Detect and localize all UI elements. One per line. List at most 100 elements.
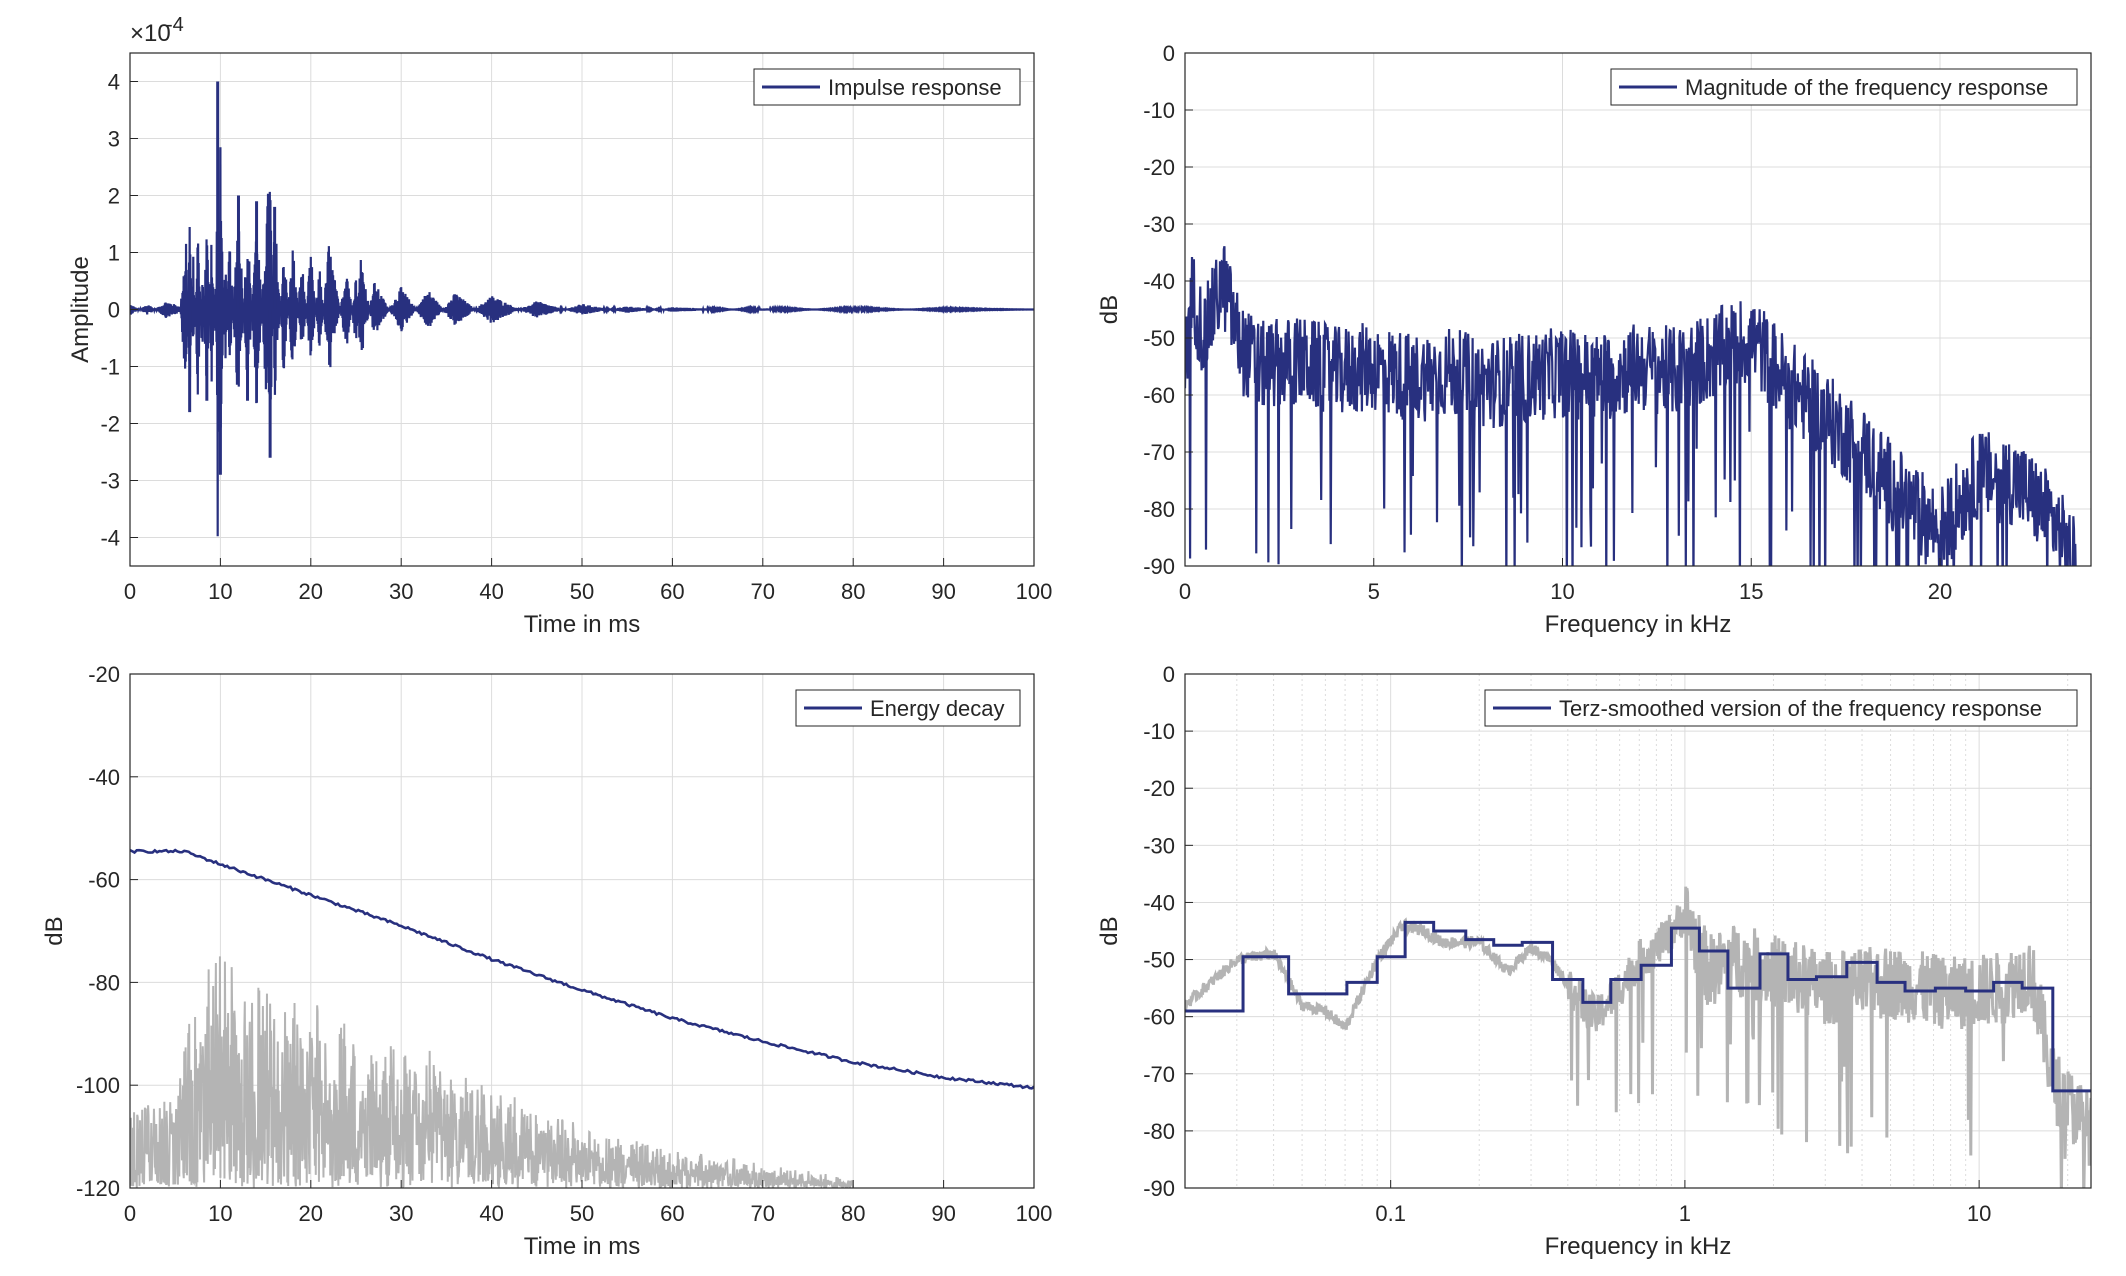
x-tick-label: 10 [208, 1201, 232, 1226]
x-tick-label: 90 [931, 579, 955, 604]
exponent-power: -4 [166, 14, 184, 36]
y-tick-label: -80 [88, 970, 120, 995]
x-tick-label: 90 [931, 1201, 955, 1226]
x-tick-label: 50 [570, 1201, 594, 1226]
x-axis-label: Time in ms [524, 611, 640, 638]
x-axis-label: Frequency in kHz [1545, 611, 1732, 638]
y-tick-label: -40 [1143, 890, 1175, 915]
x-tick-label: 60 [660, 579, 684, 604]
x-tick-label: 10 [208, 579, 232, 604]
y-tick-label: 0 [1163, 41, 1175, 66]
y-tick-label: -3 [100, 469, 120, 494]
legend-label: Energy decay [870, 696, 1005, 721]
y-tick-label: 0 [108, 298, 120, 323]
y-tick-label: -40 [1143, 269, 1175, 294]
y-tick-label: -20 [88, 662, 120, 687]
y-tick-label: -10 [1143, 98, 1175, 123]
y-tick-label: -70 [1143, 440, 1175, 465]
y-tick-label: 1 [108, 241, 120, 266]
x-tick-label: 10 [1967, 1201, 1991, 1226]
magnitude-panel: 0 5 10 15 20 0 -10 -20 -30 -40 -50 -60 -70 -80 -90 Freq… [1096, 41, 2092, 638]
y-tick-label: -10 [1143, 719, 1175, 744]
x-tick-label: 40 [479, 579, 503, 604]
y-tick-label: -70 [1143, 1062, 1175, 1087]
x-tick-label: 70 [751, 1201, 775, 1226]
x-tick-label: 70 [751, 579, 775, 604]
terz-panel: 0.1 1 10 0 -10 -20 -30 -40 -50 -60 -70 -80 -90 Freque… [1096, 662, 2092, 1260]
y-tick-label: -1 [100, 355, 120, 380]
x-tick-label: 0 [124, 1201, 136, 1226]
x-tick-label: 20 [299, 579, 323, 604]
magnitude-line [1185, 246, 2077, 566]
magnitude-legend: Magnitude of the frequency response [1610, 68, 2078, 106]
y-tick-label: -60 [1143, 383, 1175, 408]
energy-decay-line [130, 848, 1034, 1090]
terz-grid [1185, 673, 2091, 1189]
x-tick-label: 60 [660, 1201, 684, 1226]
impulse-response-line [130, 147, 1034, 537]
legend-label: Terz-smoothed version of the frequency r… [1559, 696, 2042, 721]
terz-plot-area [1185, 674, 2091, 1188]
y-tick-label: -50 [1143, 326, 1175, 351]
legend-label: Impulse response [828, 75, 1002, 100]
y-tick-label: -40 [88, 765, 120, 790]
x-tick-label: 0 [1179, 579, 1191, 604]
energy-data [130, 848, 1034, 1188]
terz-smoothed-line [1185, 920, 2091, 1093]
x-axis-label: Frequency in kHz [1545, 1233, 1732, 1260]
magnitude-axes-box [1184, 52, 2092, 567]
y-tick-label: -30 [1143, 833, 1175, 858]
energy-panel: 0 10 20 30 40 50 60 70 80 90 100 -20 -40 -60 -80 -100 -1… [41, 662, 1052, 1260]
x-tick-label: 80 [841, 579, 865, 604]
x-tick-label: 0.1 [1375, 1201, 1406, 1226]
x-tick-label: 20 [1928, 579, 1952, 604]
y-tick-label: -20 [1143, 155, 1175, 180]
x-tick-label: 100 [1016, 579, 1053, 604]
x-tick-label: 1 [1679, 1201, 1691, 1226]
y-tick-label: -90 [1143, 554, 1175, 579]
terz-data [1185, 886, 2091, 1188]
y-axis-label: dB [1096, 295, 1123, 324]
terz-axes-box [1184, 673, 2092, 1189]
y-tick-label: 0 [1163, 662, 1175, 687]
y-tick-label: -80 [1143, 497, 1175, 522]
y-tick-label: 2 [108, 184, 120, 209]
y-tick-label: -90 [1143, 1176, 1175, 1201]
y-tick-label: -120 [76, 1176, 120, 1201]
legend-label: Magnitude of the frequency response [1685, 75, 2048, 100]
y-axis-label: Amplitude [67, 256, 94, 363]
y-tick-label: -20 [1143, 776, 1175, 801]
x-tick-label: 10 [1550, 579, 1574, 604]
x-tick-label: 15 [1739, 579, 1763, 604]
y-tick-label: 3 [108, 127, 120, 152]
exponent-label: ×10 [130, 20, 171, 47]
impulse-data [130, 81, 1034, 537]
x-tick-label: 20 [299, 1201, 323, 1226]
y-tick-label: -60 [88, 868, 120, 893]
unsmoothed-response-line [1185, 886, 2091, 1188]
y-tick-label: -50 [1143, 948, 1175, 973]
energy-raw-line [130, 956, 855, 1188]
y-tick-label: -80 [1143, 1119, 1175, 1144]
y-tick-label: -100 [76, 1073, 120, 1098]
x-tick-label: 40 [479, 1201, 503, 1226]
y-tick-label: -2 [100, 412, 120, 437]
x-tick-label: 0 [124, 579, 136, 604]
x-axis-label: Time in ms [524, 1233, 640, 1260]
y-axis-label: dB [1096, 916, 1123, 945]
x-tick-label: 5 [1368, 579, 1380, 604]
impulse-panel: 0 10 20 30 40 50 60 70 80 90 10043210-1-2-3-4Time … [67, 14, 1052, 638]
y-tick-label: -60 [1143, 1005, 1175, 1030]
terz-legend: Terz-smoothed version of the frequency r… [1484, 689, 2078, 727]
impulse-legend: Impulse response [753, 68, 1021, 106]
y-tick-label: 4 [108, 70, 120, 95]
y-tick-label: -4 [100, 526, 120, 551]
x-tick-label: 50 [570, 579, 594, 604]
x-tick-label: 30 [389, 1201, 413, 1226]
magnitude-data [1185, 246, 2077, 566]
energy-legend: Energy decay [795, 689, 1021, 727]
x-tick-label: 30 [389, 579, 413, 604]
legend-box [1610, 68, 2078, 106]
y-axis-label: dB [41, 916, 68, 945]
